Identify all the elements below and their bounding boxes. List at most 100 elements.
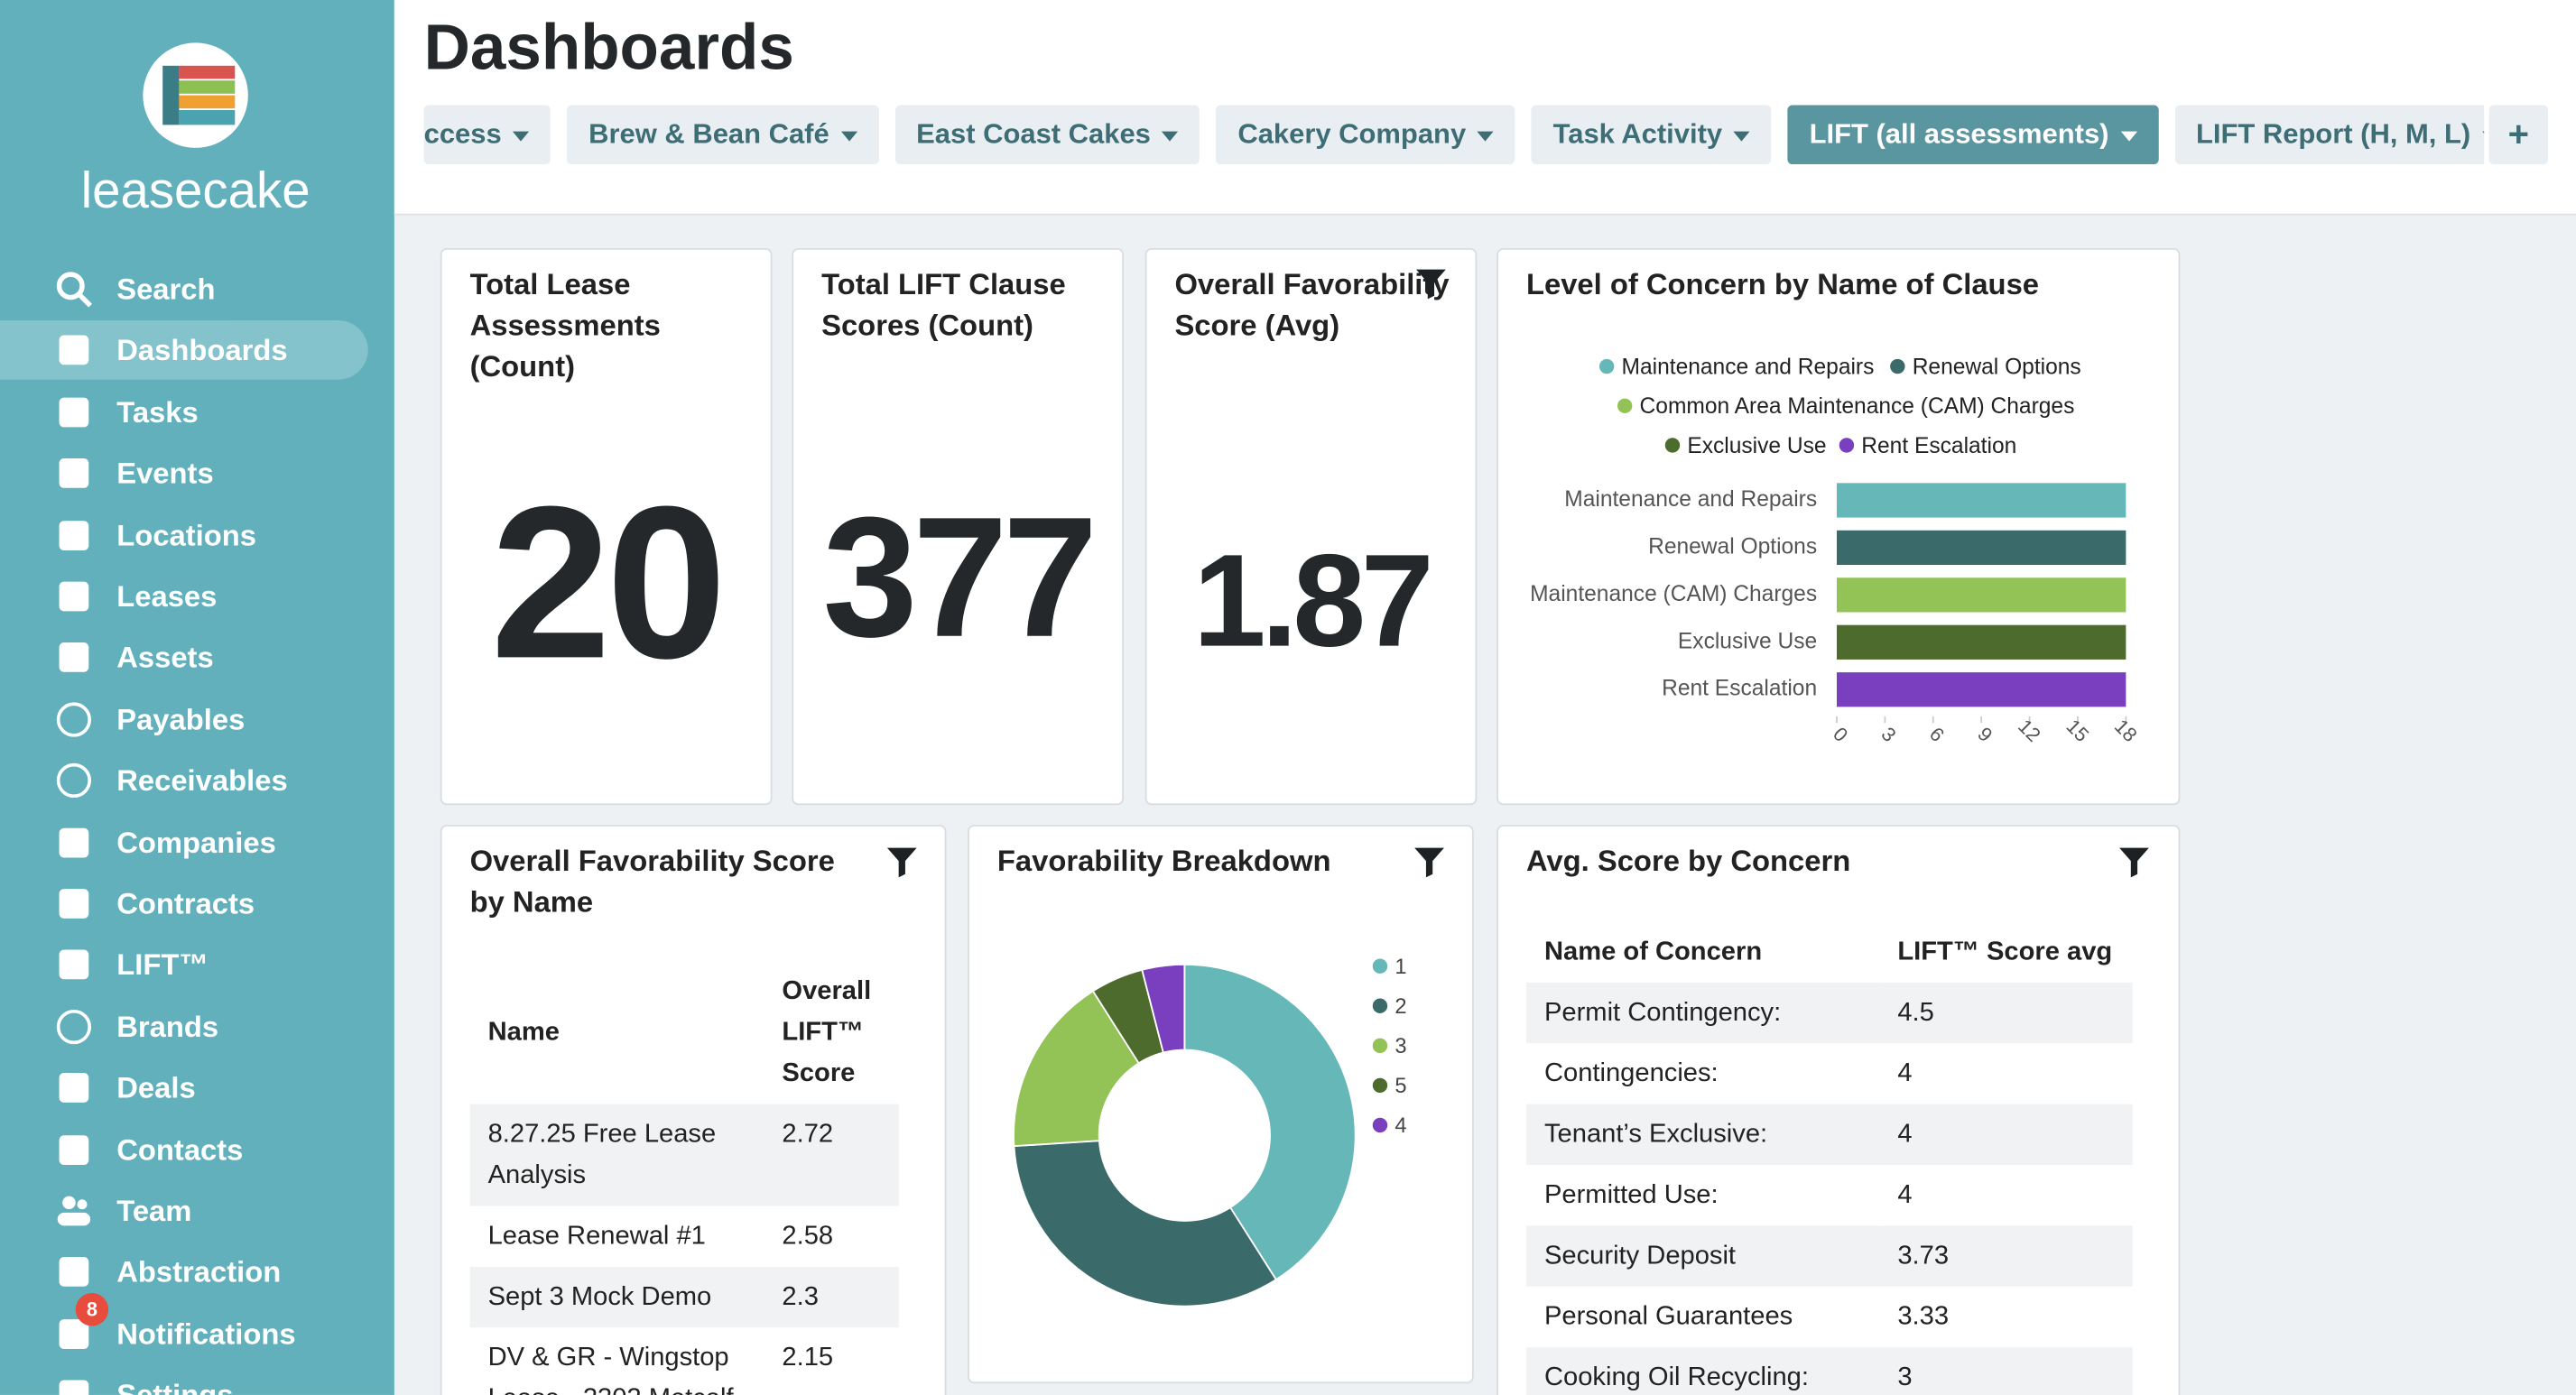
icon-shape bbox=[56, 763, 92, 799]
nav-label[interactable]: Search bbox=[116, 273, 216, 306]
nav-label[interactable]: Contracts bbox=[116, 887, 255, 920]
table-row: Cooking Oil Recycling: 3 bbox=[1525, 1347, 2133, 1395]
nav-item[interactable]: Search bbox=[0, 260, 368, 319]
tab-label[interactable]: LIFT Report (H, M, L) bbox=[2195, 118, 2471, 150]
nav-item[interactable]: Contracts bbox=[0, 874, 368, 934]
sidebar: leasecake Search Dashboards Tasks Events Loc… bbox=[0, 0, 394, 1395]
tab-caret bbox=[2481, 130, 2485, 141]
kpi-card: Total Lease Assessments (Count) 20 bbox=[440, 247, 773, 806]
brand-name: leasecake bbox=[81, 162, 310, 218]
card-title: Overall Favorability Score by Name bbox=[469, 844, 835, 919]
nav-label[interactable]: Notifications bbox=[116, 1316, 296, 1351]
nav-label[interactable]: Leases bbox=[116, 579, 218, 614]
tab-bar: ccess Brew & Bean Café East Coast Cakes Cak… bbox=[423, 105, 2485, 165]
nav-item[interactable]: Payables bbox=[0, 689, 368, 749]
tab-label[interactable]: ccess bbox=[423, 118, 502, 150]
dashboard-tab[interactable]: LIFT Report (H, M, L) bbox=[2174, 105, 2485, 165]
nav-icon bbox=[56, 1009, 92, 1044]
table-row: Security Deposit 3.73 bbox=[1525, 1225, 2133, 1287]
nav-item[interactable]: Team bbox=[0, 1181, 368, 1241]
nav-item[interactable]: LIFT™ bbox=[0, 936, 368, 995]
table-row: DV & GR - Wingstop Lease - 2302 Metcalf 2… bbox=[470, 1327, 899, 1394]
nav-label[interactable]: Assets bbox=[116, 641, 214, 675]
table-cell: 2.72 bbox=[764, 1104, 899, 1206]
table-cell: Permitted Use: bbox=[1543, 1181, 1719, 1210]
dashboard-tab[interactable]: ccess bbox=[423, 105, 551, 165]
column-header: Name of Concern bbox=[1543, 938, 1763, 966]
page-title: Dashboards bbox=[423, 13, 794, 84]
nav-label[interactable]: Deals bbox=[116, 1071, 196, 1104]
dashboard-tab[interactable]: Brew & Bean Café bbox=[567, 105, 879, 165]
nav-label[interactable]: Dashboards bbox=[116, 334, 288, 367]
dashboard-tab[interactable]: Cakery Company bbox=[1216, 105, 1515, 165]
add-tab-button[interactable]: + bbox=[2488, 105, 2549, 165]
nav-item[interactable]: Companies bbox=[0, 813, 368, 873]
nav-item[interactable]: Settings bbox=[0, 1366, 368, 1395]
nav-icon bbox=[59, 1318, 89, 1349]
tab-label[interactable]: Task Activity bbox=[1552, 118, 1723, 150]
table-cell: 2.58 bbox=[782, 1222, 834, 1251]
card-title: Favorability Breakdown bbox=[996, 844, 1331, 878]
card-title: Avg. Score by Concern bbox=[1525, 844, 1851, 878]
nav-item[interactable]: Deals bbox=[0, 1058, 368, 1118]
notification-badge: 8 bbox=[75, 1292, 109, 1326]
table-row: Contingencies: 4 bbox=[1526, 1043, 2133, 1104]
nav-item[interactable]: Leases bbox=[0, 567, 368, 626]
dashboard-tab[interactable]: Task Activity bbox=[1531, 105, 1772, 165]
nav-item[interactable]: Tasks bbox=[0, 383, 368, 442]
icon-shape bbox=[56, 702, 92, 737]
nav-icon bbox=[56, 702, 92, 737]
icon-shape bbox=[59, 336, 89, 365]
icon-shape bbox=[57, 1212, 91, 1226]
nav-item[interactable]: Brands bbox=[0, 997, 368, 1057]
nav-label[interactable]: Events bbox=[116, 457, 214, 490]
kpi-card: Total LIFT Clause Scores (Count) 377 bbox=[792, 247, 1125, 806]
tab-label[interactable]: LIFT (all assessments) bbox=[1809, 118, 2109, 150]
nav-icon bbox=[59, 1257, 89, 1288]
dashboard-tab[interactable]: LIFT (all assessments) bbox=[1787, 105, 2159, 165]
icon-shape bbox=[59, 950, 89, 980]
table-cell: Sept 3 Mock Demo bbox=[469, 1266, 764, 1328]
nav-icon bbox=[59, 458, 89, 489]
nav-label[interactable]: Payables bbox=[116, 702, 246, 736]
nav-item[interactable]: Events bbox=[0, 444, 368, 503]
nav-icon bbox=[59, 520, 89, 550]
nav-label[interactable]: Locations bbox=[116, 518, 256, 552]
icon-shape bbox=[56, 1009, 92, 1044]
nav-label[interactable]: Brands bbox=[116, 1010, 219, 1043]
pie-chart-card: Favorability Breakdown bbox=[968, 825, 1474, 1384]
icon-shape bbox=[59, 1257, 89, 1288]
nav-item[interactable]: Dashboards bbox=[0, 320, 368, 381]
nav-label[interactable]: Settings bbox=[116, 1366, 233, 1395]
nav-label[interactable]: Abstraction bbox=[116, 1255, 282, 1289]
nav-item[interactable]: Notifications 8 bbox=[0, 1292, 368, 1363]
nav-label[interactable]: Companies bbox=[116, 826, 276, 859]
nav-item[interactable]: Locations bbox=[0, 505, 368, 565]
nav-item[interactable]: Assets bbox=[0, 628, 368, 688]
tab-label[interactable]: East Coast Cakes bbox=[916, 118, 1151, 150]
table-cell: Tenant’s Exclusive: bbox=[1525, 1104, 1880, 1166]
nav-icon bbox=[59, 827, 89, 857]
nav-item[interactable]: Abstraction bbox=[0, 1243, 368, 1302]
table-cell: 4.5 bbox=[1879, 982, 2133, 1044]
nav-label[interactable]: Receivables bbox=[116, 764, 288, 798]
nav-label[interactable]: Team bbox=[116, 1194, 192, 1228]
icon-shape bbox=[59, 1134, 89, 1165]
icon-shape bbox=[56, 272, 85, 300]
nav-item[interactable]: Contacts bbox=[0, 1120, 368, 1179]
nav-label[interactable]: Tasks bbox=[116, 395, 199, 429]
logo: leasecake bbox=[81, 42, 310, 218]
table-row: 8.27.25 Free Lease Analysis 2.72 bbox=[469, 1104, 899, 1206]
table-cell: Personal Guarantees bbox=[1543, 1302, 1793, 1331]
dashboard-tab[interactable]: East Coast Cakes bbox=[894, 105, 1200, 165]
icon-shape bbox=[59, 458, 89, 489]
tab-label[interactable]: Cakery Company bbox=[1237, 118, 1467, 150]
nav-item[interactable]: Receivables bbox=[0, 751, 368, 810]
nav-label[interactable]: Contacts bbox=[116, 1132, 244, 1167]
tab-label[interactable]: Brew & Bean Café bbox=[588, 118, 829, 150]
icon-shape bbox=[59, 827, 89, 857]
card-title: Level of Concern by Name of Clause bbox=[1525, 267, 2040, 301]
nav-label[interactable]: LIFT™ bbox=[116, 948, 209, 982]
